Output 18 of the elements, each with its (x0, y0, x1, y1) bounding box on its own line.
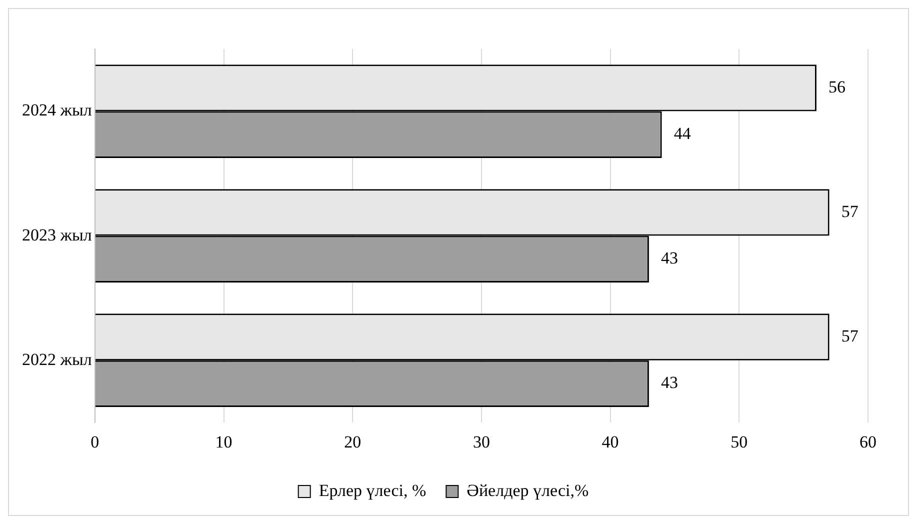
x-tick-label: 10 (215, 432, 232, 452)
x-tick-label: 50 (730, 432, 748, 452)
x-tick-label: 20 (344, 432, 362, 452)
y-tick-label: 2022 жыл (22, 350, 92, 369)
y-tick-label: 2024 жыл (22, 100, 92, 120)
data-label: 43 (660, 373, 678, 392)
data-label: 56 (828, 77, 846, 96)
data-label: 43 (660, 248, 678, 268)
x-tick-label: 40 (602, 432, 619, 452)
legend-label: Ерлер үлесі, % (318, 480, 426, 500)
data-label: 57 (841, 202, 859, 221)
x-tick-label: 60 (860, 432, 876, 452)
x-tick-label: 30 (472, 432, 490, 452)
data-label: 57 (841, 326, 859, 346)
y-tick-label: 2023 жыл (22, 225, 92, 244)
data-label: 44 (674, 124, 692, 144)
x-tick-label: 0 (90, 432, 100, 452)
legend-label: Әйелдер үлесі,% (466, 480, 589, 500)
